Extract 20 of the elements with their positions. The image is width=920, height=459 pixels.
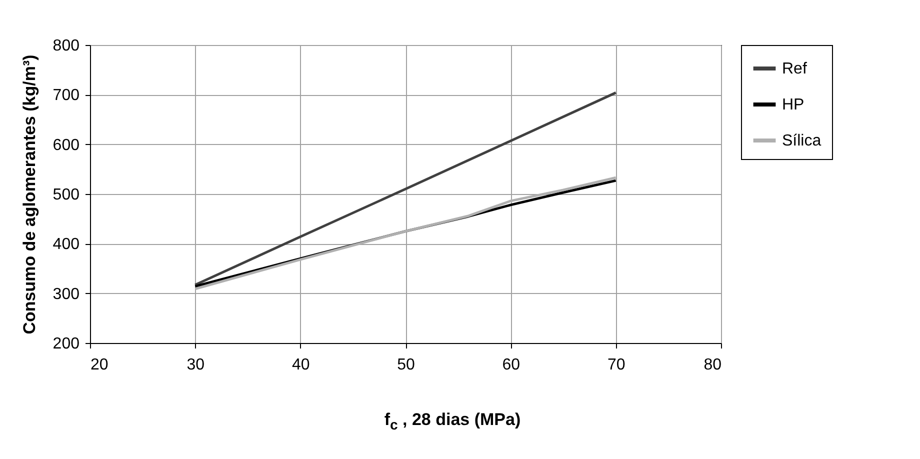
x-tick-label: 20 <box>90 356 108 374</box>
x-tick-label: 70 <box>607 356 626 374</box>
x-tick-label: 40 <box>292 356 310 374</box>
y-tick-label: 800 <box>52 38 80 54</box>
y-tick-label: 700 <box>52 87 80 104</box>
y-tick-label: 300 <box>52 286 80 303</box>
y-tick-label: 500 <box>52 186 80 204</box>
x-tick-label: 30 <box>186 356 205 374</box>
legend-label: Ref <box>782 60 808 78</box>
y-tick-label: 600 <box>52 136 80 154</box>
y-axis-title: Consumo de aglomerantes (kg/m³) <box>20 54 39 334</box>
x-tick-label: 60 <box>502 356 520 374</box>
x-tick-label: 80 <box>704 356 722 374</box>
x-tick-label: 50 <box>397 356 415 374</box>
legend-label: Sílica <box>782 132 822 150</box>
y-tick-label: 200 <box>52 336 80 352</box>
line-series <box>194 91 618 286</box>
legend-label: HP <box>782 96 804 114</box>
x-axis-title: f$_{c}$ , 28 dias (MPa) <box>383 410 522 432</box>
y-tick-label: 400 <box>52 236 80 254</box>
